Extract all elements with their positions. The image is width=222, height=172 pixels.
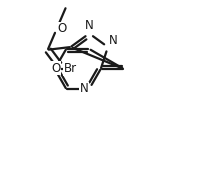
Text: O: O: [58, 22, 67, 35]
Text: N: N: [85, 19, 94, 32]
Text: O: O: [52, 62, 61, 75]
Text: N: N: [80, 82, 88, 95]
Text: Br: Br: [64, 62, 77, 76]
Text: N: N: [108, 34, 117, 46]
